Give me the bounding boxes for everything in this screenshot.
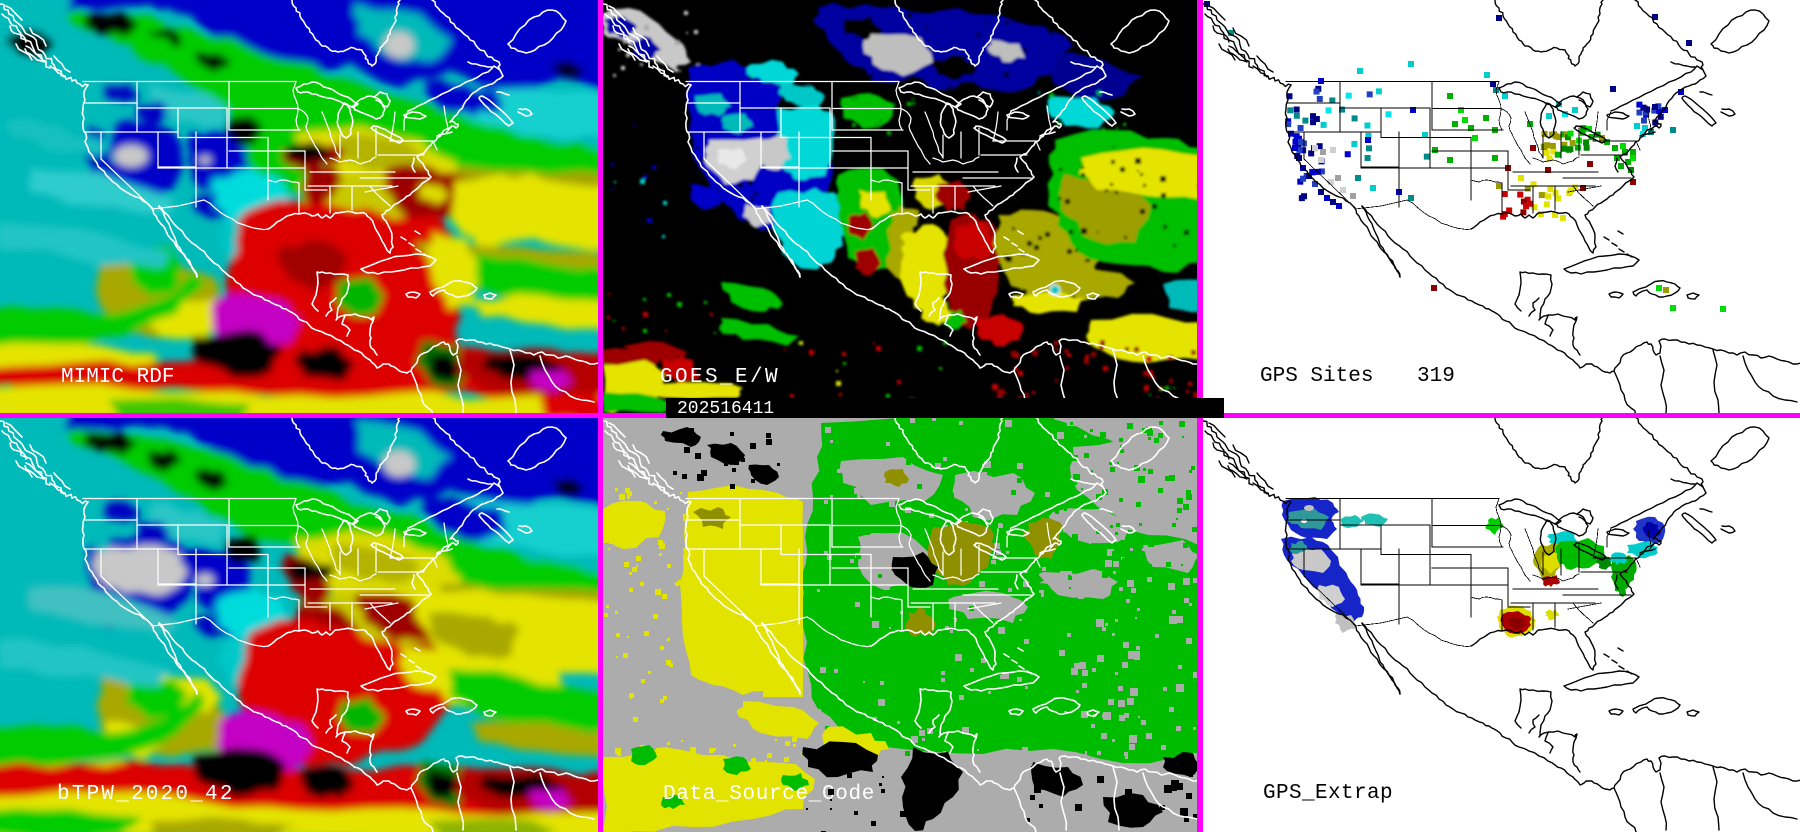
svg-text:319: 319 [1417, 365, 1455, 388]
svg-text:Data_Source_Code: Data_Source_Code [663, 783, 875, 806]
svg-text:bTPW_2020_42: bTPW_2020_42 [57, 783, 235, 806]
svg-text:MIMIC RDF: MIMIC RDF [61, 366, 174, 389]
svg-text:GOES_E/W: GOES_E/W [660, 366, 780, 389]
svg-text:GPS Sites: GPS Sites [1260, 365, 1373, 388]
svg-text:GPS_Extrap: GPS_Extrap [1263, 782, 1393, 805]
